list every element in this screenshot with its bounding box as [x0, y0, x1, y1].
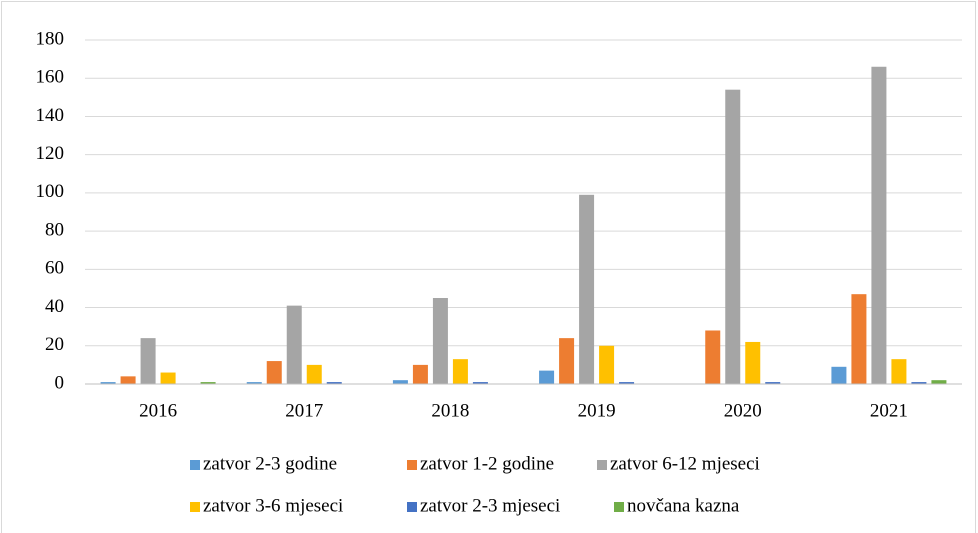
- y-tick-label: 0: [55, 372, 65, 393]
- legend-swatch: [597, 460, 607, 470]
- y-tick-label: 20: [45, 334, 64, 355]
- bar: [432, 298, 448, 384]
- y-tick-label: 80: [45, 219, 64, 240]
- bar: [412, 364, 428, 384]
- legend-label: novčana kazna: [627, 495, 740, 516]
- bar: [246, 382, 262, 384]
- bar: [911, 382, 927, 384]
- bar: [160, 372, 176, 384]
- bar: [851, 294, 867, 384]
- bar: [200, 382, 216, 384]
- x-tick-label: 2019: [578, 400, 616, 421]
- bar: [599, 345, 615, 384]
- bar: [120, 376, 136, 384]
- y-tick-label: 120: [36, 143, 65, 164]
- bar: [392, 380, 408, 384]
- legend-label: zatvor 2-3 godine: [203, 453, 337, 474]
- bar: [326, 382, 342, 384]
- bar: [452, 359, 468, 384]
- legend-swatch: [407, 460, 417, 470]
- x-tick-label: 2018: [431, 400, 469, 421]
- bar: [765, 382, 781, 384]
- bar: [559, 338, 575, 384]
- y-tick-label: 160: [36, 67, 65, 88]
- bar: [725, 89, 741, 384]
- legend-swatch: [407, 502, 417, 512]
- bar: [871, 66, 887, 384]
- legend-swatch: [614, 502, 624, 512]
- bar: [579, 194, 595, 384]
- bar: [266, 361, 282, 384]
- y-tick-label: 140: [36, 105, 65, 126]
- legend-label: zatvor 3-6 mjeseci: [203, 495, 343, 516]
- bar: [539, 370, 555, 384]
- x-tick-label: 2016: [139, 400, 177, 421]
- x-tick-label: 2017: [285, 400, 323, 421]
- bar: [100, 382, 116, 384]
- y-tick-label: 180: [36, 28, 65, 49]
- bar: [891, 359, 907, 384]
- y-tick-label: 40: [45, 296, 64, 317]
- bar: [472, 382, 488, 384]
- bar: [831, 366, 847, 384]
- y-tick-label: 100: [36, 181, 65, 202]
- bar: [705, 330, 721, 384]
- y-tick-label: 60: [45, 258, 64, 279]
- x-tick-label: 2021: [870, 400, 908, 421]
- bar: [619, 382, 635, 384]
- legend-swatch: [190, 502, 200, 512]
- legend-swatch: [190, 460, 200, 470]
- bar: [140, 338, 156, 384]
- bar: [286, 305, 302, 384]
- legend-label: zatvor 2-3 mjeseci: [420, 495, 560, 516]
- legend-label: zatvor 6-12 mjeseci: [610, 453, 760, 474]
- bar: [931, 380, 947, 384]
- legend-label: zatvor 1-2 godine: [420, 453, 554, 474]
- x-tick-label: 2020: [724, 400, 762, 421]
- bar: [745, 341, 761, 384]
- bar: [306, 364, 322, 384]
